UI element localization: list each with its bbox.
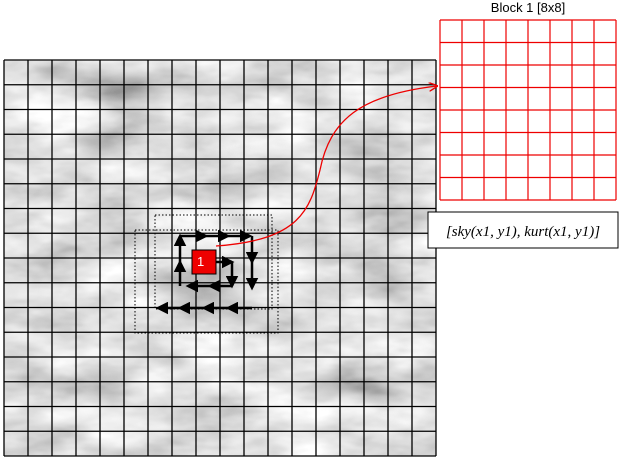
block-title: Block 1 [8x8] xyxy=(491,0,565,15)
scan-arrows xyxy=(155,229,259,315)
image-grid xyxy=(3,59,437,457)
block-grid xyxy=(439,19,617,201)
selected-block xyxy=(191,249,217,275)
formula: [sky(x1, y1), kurt(x1, y1)] xyxy=(446,224,600,240)
block-label: 1 xyxy=(197,254,204,269)
formula-box xyxy=(427,211,619,249)
zoom-arrow xyxy=(215,86,437,247)
